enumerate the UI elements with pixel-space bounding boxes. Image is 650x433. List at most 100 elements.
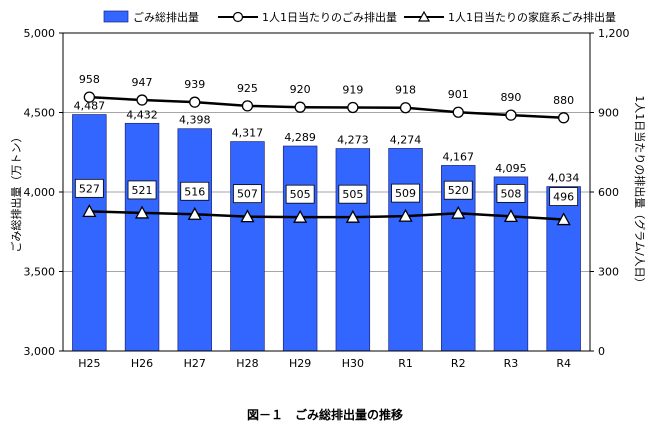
legend-marker-circle bbox=[232, 11, 244, 23]
bar-value-label: 4,167 bbox=[443, 150, 475, 163]
line-point bbox=[240, 209, 255, 223]
data-label-box bbox=[233, 184, 262, 204]
bar-value-label: 4,289 bbox=[284, 131, 316, 144]
data-label-box bbox=[285, 184, 315, 204]
bar bbox=[282, 145, 318, 352]
y-tick-label: 4,500 bbox=[24, 107, 56, 120]
x-tick-label: R3 bbox=[504, 357, 519, 370]
y2-axis-title: 1人1日当たりの排出量（グラム/人日） bbox=[633, 95, 647, 288]
x-tick-label: H28 bbox=[236, 357, 258, 370]
legend-label: ごみ総排出量 bbox=[133, 10, 199, 24]
line-value-label: 920 bbox=[290, 83, 311, 96]
line-point bbox=[345, 209, 360, 223]
data-label-box bbox=[127, 180, 157, 200]
data-label-box bbox=[549, 187, 579, 206]
bar bbox=[177, 128, 212, 352]
bar-value-label: 4,487 bbox=[74, 100, 106, 113]
bar-value-label: 4,273 bbox=[337, 134, 369, 147]
bar-value-label: 4,095 bbox=[495, 162, 527, 175]
line-point bbox=[82, 203, 97, 217]
y2-tick-label: 600 bbox=[598, 186, 619, 199]
line-point bbox=[556, 212, 571, 226]
bar-value-label: 4,432 bbox=[126, 108, 158, 121]
bar bbox=[388, 148, 423, 352]
legend-marker-triangle bbox=[417, 10, 431, 22]
line-value-label: 505 bbox=[290, 188, 311, 201]
line-point bbox=[505, 109, 517, 121]
legend-label: 1人1日当たりの家庭系ごみ排出量 bbox=[448, 10, 616, 24]
line-point bbox=[347, 101, 359, 114]
line-point bbox=[83, 91, 95, 103]
x-tick-label: H29 bbox=[289, 357, 311, 370]
line-point bbox=[558, 112, 570, 124]
line-point bbox=[189, 96, 201, 108]
line-value-label: 901 bbox=[448, 88, 469, 101]
line-value-label: 958 bbox=[79, 73, 100, 86]
line-point bbox=[187, 206, 202, 220]
line-point bbox=[134, 205, 150, 219]
y-tick-label: 4,000 bbox=[24, 186, 56, 199]
line-value-label: 509 bbox=[395, 187, 416, 200]
line-value-label: 516 bbox=[184, 185, 205, 198]
line-value-label: 918 bbox=[395, 84, 416, 97]
data-label-box bbox=[180, 181, 210, 201]
x-tick-label: H30 bbox=[342, 357, 364, 370]
line-point bbox=[398, 208, 413, 222]
line-value-label: 880 bbox=[553, 94, 574, 107]
line-value-label: 508 bbox=[500, 187, 521, 200]
bar bbox=[493, 176, 529, 352]
line-point bbox=[451, 205, 466, 219]
line-point bbox=[294, 101, 306, 113]
line-value-label: 505 bbox=[342, 188, 363, 201]
line-point bbox=[293, 209, 308, 223]
y-axis-title: ごみ総排出量（万トン） bbox=[9, 132, 23, 253]
y-tick-label: 3,000 bbox=[24, 345, 56, 358]
line-value-label: 890 bbox=[500, 91, 521, 104]
y-tick-label: 5,000 bbox=[24, 27, 56, 40]
data-label-box bbox=[74, 178, 104, 198]
line-point bbox=[241, 100, 254, 112]
figure-caption: 図－１ ごみ総排出量の推移 bbox=[247, 407, 403, 422]
bar bbox=[230, 141, 265, 352]
x-tick-label: H27 bbox=[184, 357, 206, 370]
line-point bbox=[399, 102, 412, 114]
series-line bbox=[89, 210, 564, 221]
bar bbox=[335, 148, 371, 352]
data-label-box bbox=[496, 183, 526, 203]
x-tick-label: R2 bbox=[451, 357, 466, 370]
x-tick-label: H26 bbox=[131, 357, 153, 370]
y2-tick-label: 900 bbox=[598, 107, 619, 120]
bar bbox=[72, 114, 107, 352]
bar bbox=[546, 186, 581, 352]
line-point bbox=[136, 94, 148, 106]
line-value-label: 496 bbox=[553, 191, 574, 204]
line-value-label: 527 bbox=[79, 182, 100, 195]
y-tick-label: 3,500 bbox=[24, 266, 56, 279]
line-value-label: 507 bbox=[237, 188, 258, 201]
x-tick-label: R4 bbox=[556, 357, 571, 370]
y2-tick-label: 1,200 bbox=[598, 27, 630, 40]
bar-value-label: 4,274 bbox=[390, 133, 422, 146]
legend-swatch-bar bbox=[103, 10, 129, 23]
line-value-label: 925 bbox=[237, 82, 258, 95]
data-label-box bbox=[391, 183, 420, 203]
line-value-label: 919 bbox=[342, 83, 363, 96]
y2-tick-label: 300 bbox=[598, 266, 619, 279]
line-value-label: 939 bbox=[184, 78, 205, 91]
bar-value-label: 4,398 bbox=[179, 114, 211, 127]
data-label-box bbox=[338, 184, 368, 204]
line-point bbox=[503, 209, 519, 223]
bar bbox=[124, 122, 160, 352]
line-value-label: 521 bbox=[132, 184, 153, 197]
line-point bbox=[452, 106, 464, 118]
line-value-label: 947 bbox=[132, 76, 153, 89]
y2-tick-label: 0 bbox=[598, 345, 605, 358]
x-tick-label: H25 bbox=[78, 357, 100, 370]
bar-value-label: 4,317 bbox=[232, 127, 264, 140]
plot-frame bbox=[62, 32, 591, 352]
series-line bbox=[89, 95, 564, 120]
bar-value-label: 4,034 bbox=[548, 172, 580, 185]
line-value-label: 520 bbox=[448, 184, 469, 197]
